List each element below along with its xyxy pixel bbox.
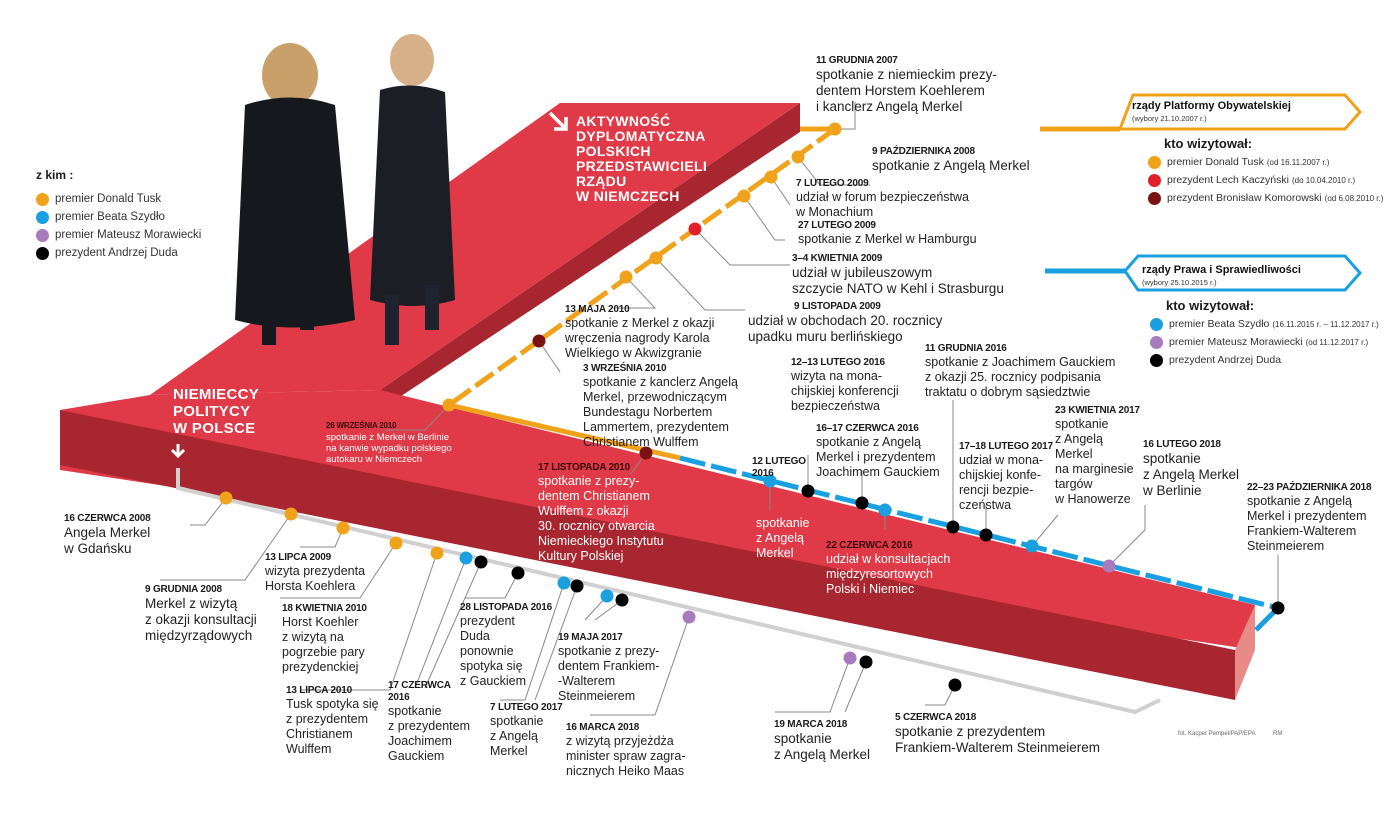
dot-icon	[36, 246, 49, 260]
upper-event-dots	[442, 122, 1285, 615]
pis-visitor-szydlo: premier Beata Szydło (16.11.2015 r. – 11.…	[1150, 315, 1379, 333]
legend-item-morawiecki: premier Mateusz Morawiecki	[36, 226, 201, 244]
event-upper-10-text: spotkanie z Angelą Merkel	[756, 516, 810, 560]
pis-badge-title: rządy Prawa i Sprawiedliwości	[1142, 264, 1301, 276]
dot-icon	[1148, 191, 1161, 205]
event-upper-9: 17 LISTOPADA 2010 spotkanie z prezy- dent…	[538, 462, 664, 563]
event-lower-8: 19 MAJA 2017 spotkanie z prezy- dentem Fr…	[558, 632, 660, 703]
event-upper-5: 9 LISTOPADA 2009 udział w obchodach 20. r…	[748, 301, 943, 344]
event-upper-12: 16–17 CZERWCA 2016 spotkanie z Angelą Mer…	[816, 423, 940, 479]
lower-event-dots	[219, 491, 962, 692]
leader-lines	[160, 102, 1279, 716]
event-lower-3: 18 KWIETNIA 2010 Horst Koehler z wizytą n…	[282, 603, 367, 674]
pis-visitor-duda: prezydent Andrzej Duda	[1150, 351, 1379, 369]
left-legend: z kim : premier Donald Tusk premier Beat…	[36, 168, 201, 262]
pis-badge: rządy Prawa i Sprawiedliwości (wybory 25…	[1118, 258, 1378, 292]
event-upper-4: 3–4 KWIETNIA 2009 udział w jubileuszowym …	[792, 253, 1004, 296]
pis-visitors-title: kto wizytował:	[1166, 298, 1255, 313]
event-upper-1: 9 PAŹDZIERNIKA 2008 spotkanie z Angelą Me…	[872, 146, 1030, 173]
event-lower-10: 19 MARCA 2018 spotkanie z Angelą Merkel	[774, 719, 871, 762]
event-upper-11: 12–13 LUTEGO 2016 wizyta na mona- chijski…	[791, 357, 899, 413]
event-upper-14: 11 GRUDNIA 2016 spotkanie z Joachimem Gau…	[925, 343, 1116, 399]
event-upper-16: 23 KWIETNIA 2017 spotkanie z Angelą Merke…	[1055, 405, 1140, 506]
event-lower-2: 13 LIPCA 2009 wizyta prezydenta Horsta Ko…	[265, 552, 366, 593]
event-upper-7: 3 WRZEŚNIA 2010 spotkanie z kanclerz Ange…	[583, 363, 738, 449]
event-lower-11: 5 CZERWCA 2018 spotkanie z prezydentem Fr…	[895, 712, 1101, 755]
photo-figures	[235, 34, 455, 345]
po-visitor-komorowski: prezydent Bronisław Komorowski (od 6.08.2…	[1148, 189, 1383, 207]
event-upper-8: 26 WRZEŚNIA 2010 spotkanie z Merkel w Ber…	[326, 421, 452, 465]
dot-icon	[36, 228, 49, 242]
event-upper-17: 16 LUTEGO 2018 spotkanie z Angelą Merkel …	[1143, 439, 1240, 498]
legend-item-duda: prezydent Andrzej Duda	[36, 244, 201, 262]
po-visitors-title: kto wizytował:	[1164, 136, 1253, 151]
pis-visitor-morawiecki: premier Mateusz Morawiecki (od 11.12.2017…	[1150, 333, 1379, 351]
event-upper-2: 7 LUTEGO 2009 udział w forum bezpieczeńst…	[796, 178, 969, 219]
event-lower-7: 7 LUTEGO 2017 spotkanie z Angelą Merkel	[490, 702, 563, 758]
po-visitor-tusk: premier Donald Tusk (od 16.11.2007 r.)	[1148, 153, 1383, 171]
event-upper-0: 11 GRUDNIA 2007 spotkanie z niemieckim pr…	[816, 55, 997, 114]
heading-lower: NIEMIECCY POLITYCY W POLSCE	[173, 386, 260, 437]
red-carpet-lower	[60, 390, 1255, 700]
author-initials: RM	[1273, 731, 1283, 737]
po-visitors: kto wizytował: premier Donald Tusk (od 16…	[1148, 136, 1383, 207]
dot-icon	[1150, 353, 1163, 367]
event-lower-1: 9 GRUDNIA 2008 Merkel z wizytą z okazji k…	[145, 584, 257, 643]
event-lower-9: 16 MARCA 2018 z wizytą przyjeżdża ministe…	[566, 722, 686, 778]
arrow-down-right-icon	[548, 111, 568, 131]
po-badge-subtitle: (wybory 21.10.2007 r.)	[1132, 114, 1207, 123]
event-lower-0: 16 CZERWCA 2008 Angela Merkel w Gdańsku	[64, 513, 151, 556]
po-badge: rządy Platformy Obywatelskiej (wybory 21…	[1108, 94, 1368, 128]
event-lower-5: 17 CZERWCA 2016 spotkanie z prezydentem J…	[388, 680, 470, 763]
dot-icon	[1150, 317, 1163, 331]
po-badge-title: rządy Platformy Obywatelskiej	[1132, 100, 1291, 112]
event-lower-6: 28 LISTOPADA 2016 prezydent Duda ponownie…	[460, 602, 553, 688]
pis-badge-subtitle: (wybory 25.10.2015 r.)	[1142, 278, 1217, 287]
event-upper-6: 13 MAJA 2010 spotkanie z Merkel z okazji …	[565, 304, 715, 360]
dot-icon	[36, 192, 49, 206]
event-upper-10-date: 12 LUTEGO 2016	[752, 456, 806, 479]
dot-icon	[36, 210, 49, 224]
dot-icon	[1150, 335, 1163, 349]
dot-icon	[1148, 173, 1161, 187]
po-visitor-kaczynski: prezydent Lech Kaczyński (do 10.04.2010 r…	[1148, 171, 1383, 189]
pis-visitors: kto wizytował: premier Beata Szydło (16.1…	[1150, 298, 1379, 369]
event-upper-15: 17–18 LUTEGO 2017 udział w mona- chijskie…	[959, 441, 1053, 512]
photo-credit: fot. Kacper Pempel/PAP/EPA	[1178, 731, 1256, 737]
po-badge-shape	[1117, 93, 1363, 131]
event-upper-18: 22–23 PAŹDZIERNIKA 2018 spotkanie z Angel…	[1247, 482, 1372, 553]
heading-upper: AKTYWNOŚĆ DYPLOMATYCZNA POLSKICH PRZEDST…	[576, 113, 708, 204]
legend-item-szydlo: premier Beata Szydło	[36, 208, 201, 226]
arrow-down-icon	[170, 444, 186, 459]
event-upper-13: 22 CZERWCA 2016 udział w konsultacjach mi…	[826, 540, 951, 596]
pis-badge-shape	[1123, 254, 1363, 292]
legend-title: z kim :	[36, 168, 74, 182]
lower-timeline-line	[176, 468, 1161, 715]
dot-icon	[1148, 155, 1161, 169]
event-lower-4: 13 LIPCA 2010 Tusk spotyka się z prezyden…	[286, 685, 379, 756]
legend-item-tusk: premier Donald Tusk	[36, 190, 201, 208]
event-upper-3: 27 LUTEGO 2009 spotkanie z Merkel w Hambu…	[798, 220, 977, 246]
